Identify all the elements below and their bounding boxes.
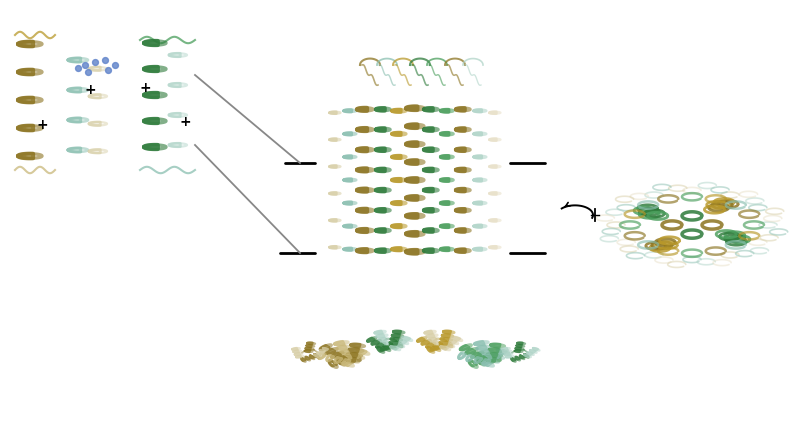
Text: +: + xyxy=(36,118,48,132)
Point xyxy=(109,62,121,68)
Text: +: + xyxy=(84,83,96,97)
Point xyxy=(89,59,101,65)
Point xyxy=(81,68,94,75)
Text: +: + xyxy=(179,115,191,129)
Point xyxy=(72,65,85,71)
Point xyxy=(101,67,114,74)
Point xyxy=(78,62,91,68)
Text: +: + xyxy=(139,81,151,95)
Point xyxy=(98,56,111,63)
